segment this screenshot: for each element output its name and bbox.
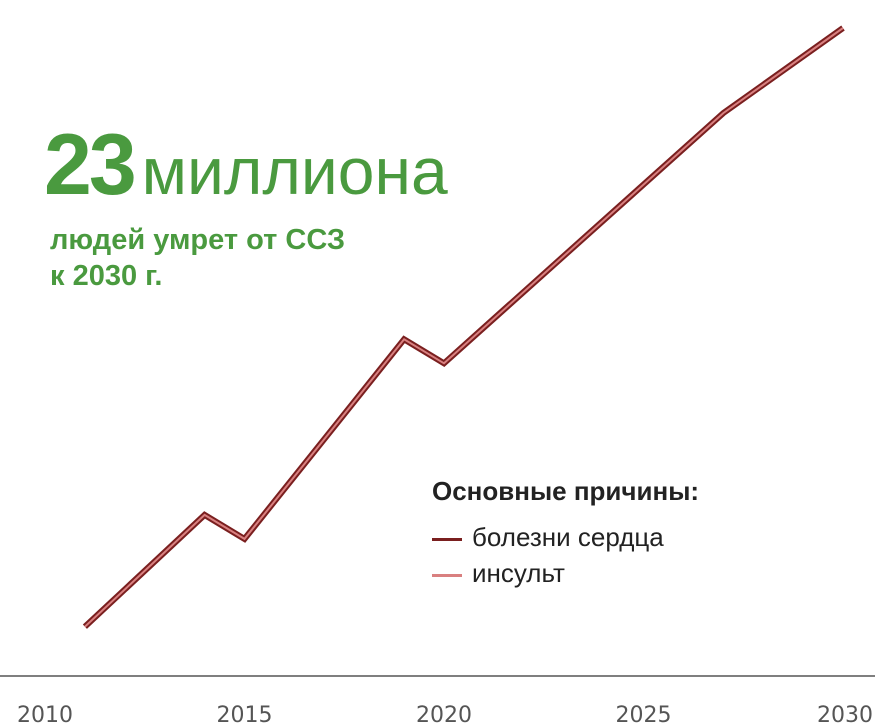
x-tick-labels: 2010 2015 2020 2025 2030 — [17, 703, 873, 726]
headline-number: 23 — [44, 117, 137, 213]
subtitle: людей умрет от ССЗ к 2030 г. — [50, 222, 345, 294]
subtitle-line-2: к 2030 г. — [50, 260, 163, 292]
x-tick-label: 2020 — [416, 703, 472, 726]
series-line-stroke — [84, 27, 844, 628]
x-tick-label: 2025 — [616, 703, 672, 726]
legend-swatch-stroke — [432, 573, 462, 577]
x-tick-label: 2015 — [217, 703, 273, 726]
legend-item-stroke: инсульт — [432, 555, 699, 591]
headline-word: миллиона — [141, 134, 448, 208]
series-lines — [82, 25, 845, 629]
subtitle-line-1: людей умрет от ССЗ — [50, 224, 346, 256]
legend-label-stroke: инсульт — [472, 558, 565, 588]
x-tick-label: 2030 — [817, 703, 873, 726]
legend-swatch-heart — [432, 537, 462, 541]
legend: Основные причины: болезни сердца инсульт — [432, 476, 699, 591]
legend-label-heart: болезни сердца — [472, 522, 664, 552]
headline: 23 миллиона — [44, 122, 448, 208]
legend-title: Основные причины: — [432, 476, 700, 506]
legend-item-heart: болезни сердца — [432, 519, 699, 555]
x-tick-label: 2010 — [17, 703, 73, 726]
